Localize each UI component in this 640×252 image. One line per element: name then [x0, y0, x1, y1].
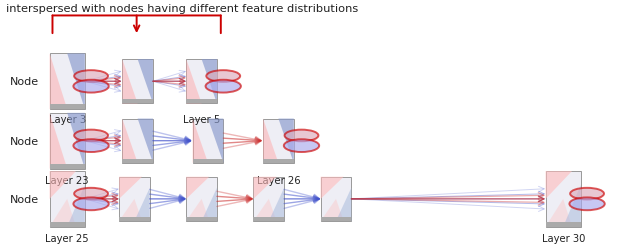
Bar: [50, 54, 85, 110]
Polygon shape: [321, 177, 344, 199]
Bar: [263, 119, 294, 163]
Bar: [50, 171, 85, 227]
Bar: [253, 217, 284, 221]
Bar: [186, 177, 217, 221]
Text: Layer 5: Layer 5: [183, 115, 220, 125]
Ellipse shape: [74, 80, 109, 93]
Polygon shape: [253, 177, 276, 199]
Bar: [50, 105, 85, 110]
Text: Layer 3: Layer 3: [49, 115, 86, 125]
Polygon shape: [186, 177, 209, 199]
Ellipse shape: [206, 71, 240, 82]
Text: Node: Node: [10, 77, 39, 87]
Polygon shape: [138, 119, 153, 163]
Polygon shape: [50, 54, 67, 110]
Bar: [545, 222, 581, 227]
Text: Layer 25: Layer 25: [45, 233, 89, 243]
Ellipse shape: [74, 140, 109, 152]
Polygon shape: [138, 60, 153, 104]
Text: Node: Node: [10, 194, 39, 204]
Polygon shape: [67, 113, 85, 169]
Polygon shape: [563, 185, 581, 227]
Text: Node: Node: [10, 136, 39, 146]
Polygon shape: [67, 185, 85, 227]
Polygon shape: [134, 188, 150, 221]
Bar: [253, 177, 284, 221]
Bar: [321, 177, 351, 221]
Ellipse shape: [570, 188, 604, 200]
Text: Layer 26: Layer 26: [257, 175, 300, 185]
Bar: [122, 119, 153, 163]
Bar: [122, 100, 153, 104]
Ellipse shape: [74, 198, 109, 210]
Ellipse shape: [74, 71, 108, 82]
Polygon shape: [321, 199, 344, 221]
Ellipse shape: [74, 130, 108, 142]
Bar: [186, 100, 217, 104]
Polygon shape: [186, 60, 202, 104]
Polygon shape: [50, 113, 67, 169]
Bar: [545, 171, 581, 227]
Polygon shape: [67, 54, 85, 110]
Ellipse shape: [205, 80, 241, 93]
Bar: [263, 159, 294, 163]
Polygon shape: [545, 171, 572, 199]
Bar: [321, 217, 351, 221]
Ellipse shape: [570, 198, 605, 210]
Polygon shape: [202, 188, 217, 221]
Bar: [119, 177, 150, 221]
Polygon shape: [253, 199, 276, 221]
Bar: [122, 159, 153, 163]
Bar: [50, 113, 85, 169]
Polygon shape: [336, 188, 351, 221]
Polygon shape: [545, 199, 572, 227]
Text: interspersed with nodes having different feature distributions: interspersed with nodes having different…: [6, 4, 358, 14]
Text: Layer 30: Layer 30: [541, 233, 585, 243]
Polygon shape: [269, 188, 284, 221]
Polygon shape: [193, 119, 208, 163]
Ellipse shape: [284, 140, 319, 152]
Ellipse shape: [74, 188, 108, 200]
Text: Layer 23: Layer 23: [45, 175, 89, 185]
Polygon shape: [119, 199, 142, 221]
Polygon shape: [122, 60, 138, 104]
Polygon shape: [122, 119, 138, 163]
Bar: [119, 217, 150, 221]
Polygon shape: [263, 119, 278, 163]
Bar: [193, 119, 223, 163]
Bar: [50, 164, 85, 169]
Bar: [193, 159, 223, 163]
Polygon shape: [208, 119, 223, 163]
Polygon shape: [50, 171, 76, 199]
Polygon shape: [278, 119, 294, 163]
Bar: [50, 222, 85, 227]
Ellipse shape: [285, 130, 319, 142]
Polygon shape: [186, 199, 209, 221]
Bar: [186, 217, 217, 221]
Bar: [186, 60, 217, 104]
Polygon shape: [119, 177, 142, 199]
Polygon shape: [202, 60, 217, 104]
Bar: [122, 60, 153, 104]
Polygon shape: [50, 199, 76, 227]
